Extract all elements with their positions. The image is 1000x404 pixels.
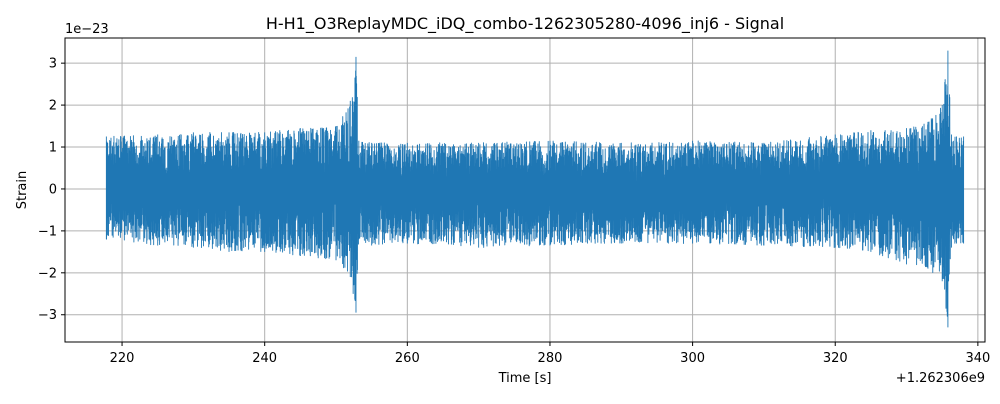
chart-title: H-H1_O3ReplayMDC_iDQ_combo-1262305280-40… bbox=[266, 14, 784, 34]
y-tick-label: 3 bbox=[49, 57, 57, 72]
x-axis-label: Time [s] bbox=[498, 371, 552, 386]
x-tick-label: 240 bbox=[252, 351, 277, 366]
signal-layer bbox=[105, 50, 965, 328]
y-tick-label: 1 bbox=[49, 141, 57, 156]
x-tick-label: 320 bbox=[823, 351, 848, 366]
y-tick-label: −1 bbox=[38, 224, 57, 239]
x-tick-label: 220 bbox=[110, 351, 135, 366]
y-axis-label: Strain bbox=[15, 171, 30, 210]
y-tick-label: −3 bbox=[38, 308, 57, 323]
x-tick-label: 300 bbox=[680, 351, 705, 366]
x-offset-label: +1.262306e9 bbox=[896, 371, 985, 386]
plot-frame bbox=[64, 37, 986, 343]
y-tick-label: 0 bbox=[49, 182, 57, 197]
y-tick-label: 2 bbox=[49, 99, 57, 114]
tick-layer: 220 240 260 280 300 320 340 −3 −2 −1 0 1 2 3 bbox=[38, 57, 990, 366]
x-tick-label: 340 bbox=[965, 351, 990, 366]
x-tick-label: 280 bbox=[538, 351, 563, 366]
x-tick-label: 260 bbox=[395, 351, 420, 366]
y-scale-label: 1e−23 bbox=[65, 22, 109, 37]
signal-series-line bbox=[105, 50, 965, 328]
y-tick-label: −2 bbox=[38, 266, 57, 281]
